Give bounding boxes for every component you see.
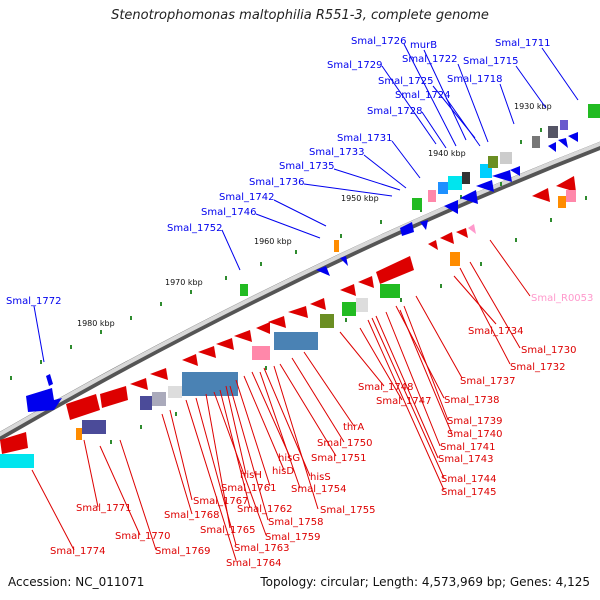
gene-label: Smal_1752 (167, 223, 222, 234)
gene-label: Smal_1747 (376, 396, 431, 407)
gene-label: hisD (272, 466, 294, 477)
gene-label: Smal_1732 (510, 362, 565, 373)
gene-label: Smal_1737 (460, 376, 515, 387)
kbp-label-1950: 1950 kbp (341, 194, 379, 203)
gene-label: Smal_1735 (279, 161, 334, 172)
gene-label: Smal_1728 (367, 106, 422, 117)
gene-label: Smal_1761 (221, 483, 276, 494)
accession-text: Accession: NC_011071 (8, 575, 145, 589)
gene-label: Smal_1724 (395, 90, 450, 101)
gene-label: Smal_1741 (440, 442, 495, 453)
gene-label: Smal_1733 (309, 147, 364, 158)
lower-strand-features (0, 176, 576, 468)
gene-label: Smal_1767 (193, 496, 248, 507)
kbp-label-1940: 1940 kbp (428, 149, 466, 158)
gene-label: Smal_1754 (291, 484, 346, 495)
gene-label: murB (410, 40, 437, 51)
gene-label: Smal_1725 (378, 76, 433, 87)
kbp-label-1960: 1960 kbp (254, 237, 292, 246)
gene-label: Smal_1738 (444, 395, 499, 406)
tick-marks-lower (110, 196, 587, 444)
gene-label: Smal_1762 (237, 504, 292, 515)
gene-label: hisS (310, 472, 331, 483)
upper-strand-features (26, 104, 600, 412)
gene-label: Smal_1751 (311, 453, 366, 464)
gene-label: Smal_1758 (268, 517, 323, 528)
gene-label: Smal_1722 (402, 54, 457, 65)
lower-leader-lines (31, 239, 531, 561)
map-title: Stenotrophomonas maltophilia R551-3, com… (111, 8, 489, 23)
gene-label: Smal_1715 (463, 56, 518, 67)
gene-label: Smal_1765 (200, 525, 255, 536)
gene-label: Smal_1744 (441, 474, 496, 485)
kbp-label-1930: 1930 kbp (514, 102, 552, 111)
gene-label: Smal_1768 (164, 510, 219, 521)
upper-leader-lines (33, 43, 579, 363)
gene-label: thrA (343, 422, 364, 433)
gene-label: Smal_1774 (50, 546, 105, 557)
gene-label: Smal_1729 (327, 60, 382, 71)
gene-label: Smal_1718 (447, 74, 502, 85)
gene-label: hisG (278, 453, 300, 464)
kbp-label-1970: 1970 kbp (165, 278, 203, 287)
lower-gene-labels: Smal_R0053 Smal_1734 Smal_1730 Smal_1732… (50, 293, 593, 569)
kbp-label-1980: 1980 kbp (77, 319, 115, 328)
gene-label: Smal_1734 (468, 326, 523, 337)
gene-label: Smal_1730 (521, 345, 576, 356)
gene-label: Smal_1711 (495, 38, 550, 49)
gene-label: Smal_1770 (115, 531, 170, 542)
gene-label: Smal_1726 (351, 36, 406, 47)
gene-label: Smal_1750 (317, 438, 372, 449)
genome-backbone (0, 141, 600, 437)
gene-label: Smal_1759 (265, 532, 320, 543)
gene-label: Smal_1736 (249, 177, 304, 188)
gene-label: Smal_1755 (320, 505, 375, 516)
gene-label: Smal_1742 (219, 192, 274, 203)
gene-label: Smal_1745 (441, 487, 496, 498)
gene-label: Smal_1731 (337, 133, 392, 144)
gene-label: Smal_1746 (201, 207, 256, 218)
gene-label: Smal_1772 (6, 296, 61, 307)
gene-label: Smal_1771 (76, 503, 131, 514)
gene-label: Smal_1764 (226, 558, 281, 569)
tick-marks-upper (10, 128, 542, 380)
genome-summary-text: Topology: circular; Length: 4,573,969 bp… (260, 575, 590, 589)
gene-label: Smal_1743 (438, 454, 493, 465)
gene-label: Smal_1748 (358, 382, 413, 393)
gene-label: Smal_1739 (447, 416, 502, 427)
gene-label: Smal_1740 (447, 429, 502, 440)
gene-label: Smal_1763 (234, 543, 289, 554)
gene-label: hisH (240, 470, 262, 481)
gene-label: Smal_1769 (155, 546, 210, 557)
gene-label: Smal_R0053 (531, 293, 593, 304)
upper-gene-labels: Smal_1726 murB Smal_1711 Smal_1729 Smal_… (6, 36, 550, 307)
